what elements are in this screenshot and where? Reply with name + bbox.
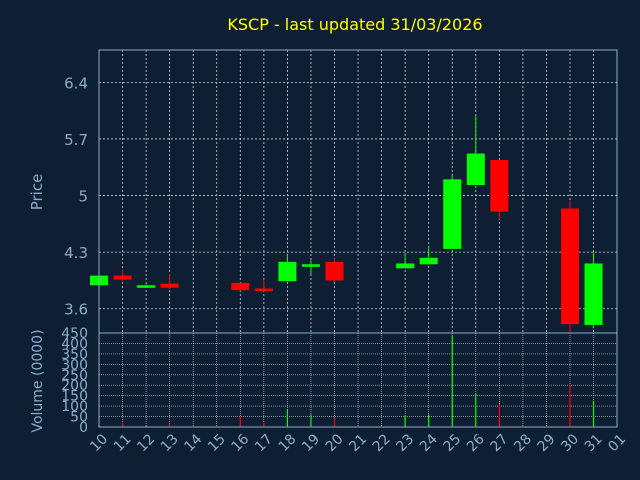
price-y-ticks: 3.6 4.3 5 5.7 6.4 <box>64 74 88 318</box>
candle-body-25 <box>443 179 462 249</box>
chart-title: KSCP - last updated 31/03/2026 <box>227 15 482 34</box>
candle-body-31 <box>584 263 603 325</box>
day-x-ticks: 10 11 12 13 14 15 16 17 18 19 20 21 22 23 24 25 26 27 28 29… <box>87 431 629 455</box>
candle-body-26 <box>466 153 485 186</box>
volume-tick-label: 250 <box>61 368 88 384</box>
volume-tick-label: 200 <box>61 378 88 394</box>
candle-body-27 <box>490 159 509 212</box>
volume-tick-label: 100 <box>61 399 88 415</box>
candlestick-series <box>90 115 603 333</box>
price-tick-label: 6.4 <box>64 74 88 92</box>
candle-body-20 <box>325 261 344 281</box>
price-tick-label: 4.3 <box>64 244 88 262</box>
price-tick-label: 3.6 <box>64 301 88 319</box>
volume-plot-frame <box>98 332 618 428</box>
volume-tick-label: 400 <box>61 336 88 352</box>
candle-body-17 <box>254 288 273 292</box>
candle-body-11 <box>113 275 132 280</box>
volume-tick-label: 350 <box>61 347 88 363</box>
volume-tick-label: 450 <box>61 326 88 342</box>
volume-tick-label: 150 <box>61 389 88 405</box>
candle-body-24 <box>419 257 438 265</box>
candle-body-30 <box>561 208 579 325</box>
price-axis-label: Price <box>28 174 46 211</box>
candle-body-13 <box>160 283 179 288</box>
candle-body-18 <box>278 261 297 282</box>
volume-tick-label: 50 <box>70 410 88 426</box>
price-tick-label: 5 <box>78 188 88 206</box>
price-tick-label: 5.7 <box>64 131 88 149</box>
candle-body-19 <box>301 264 320 267</box>
volume-axis-label: Volume (0000) <box>30 329 46 432</box>
volume-tick-label: 0 <box>79 420 88 436</box>
volume-tick-label: 300 <box>61 357 88 373</box>
x-axis-label: Day <box>334 459 362 475</box>
candle-body-16 <box>231 282 250 291</box>
candle-body-23 <box>396 263 415 269</box>
candle-body-12 <box>137 285 156 288</box>
